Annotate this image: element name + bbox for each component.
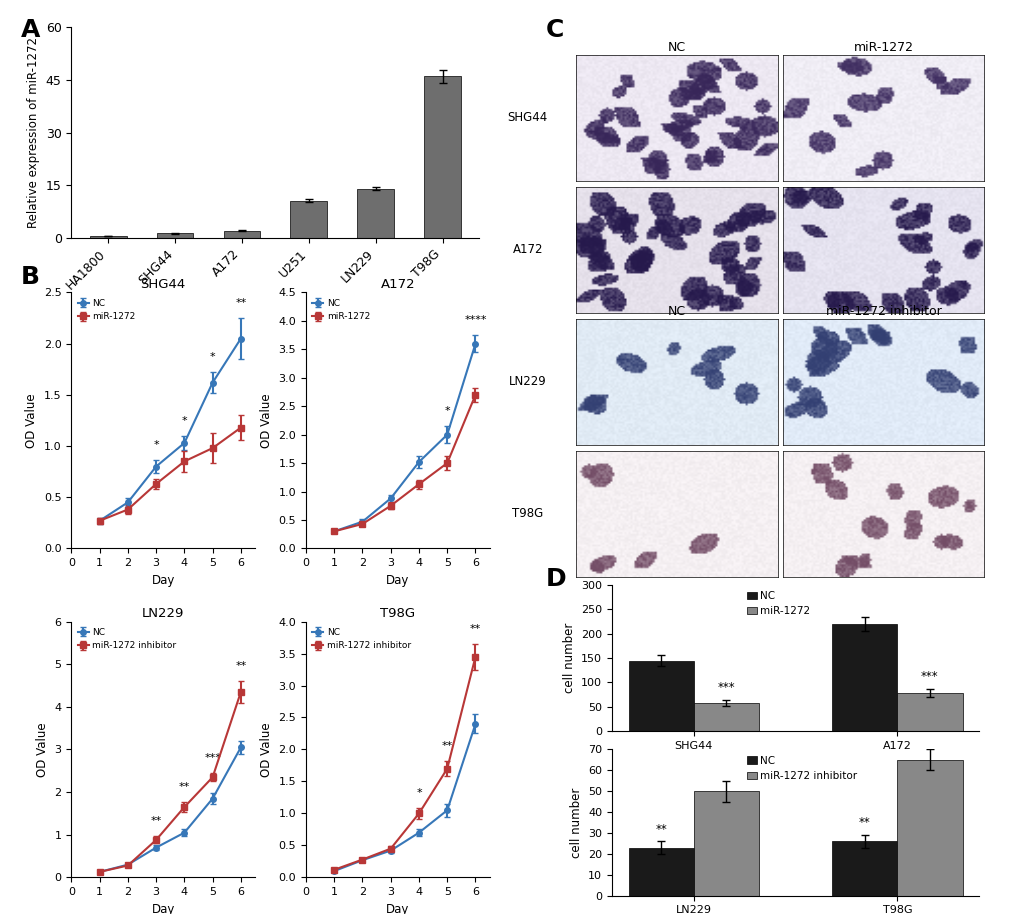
Bar — [90, 236, 126, 238]
Y-axis label: cell number: cell number — [562, 623, 575, 693]
X-axis label: Day: Day — [152, 574, 174, 587]
Text: A: A — [20, 18, 40, 42]
Text: **: ** — [235, 661, 247, 671]
Bar — [223, 230, 260, 238]
Y-axis label: Relative expression of miR-1272: Relative expression of miR-1272 — [28, 37, 40, 228]
Bar — [424, 77, 461, 238]
Title: A172: A172 — [380, 279, 415, 292]
Y-axis label: LN229: LN229 — [508, 376, 546, 388]
Legend: NC, miR-1272 inhibitor: NC, miR-1272 inhibitor — [310, 626, 413, 653]
Y-axis label: cell number: cell number — [569, 788, 582, 857]
Text: **: ** — [235, 298, 247, 308]
Bar — [628, 847, 693, 896]
Text: ***: *** — [204, 753, 221, 762]
Title: LN229: LN229 — [142, 608, 184, 621]
Text: *: * — [210, 352, 215, 362]
Text: **: ** — [470, 623, 481, 633]
Title: NC: NC — [667, 41, 686, 54]
Title: miR-1272 inhibitor: miR-1272 inhibitor — [825, 305, 941, 318]
Legend: NC, miR-1272: NC, miR-1272 — [75, 297, 138, 324]
Bar — [357, 188, 393, 238]
Title: T98G: T98G — [380, 608, 415, 621]
Bar — [832, 624, 897, 731]
Bar — [832, 842, 897, 896]
Text: *: * — [444, 406, 449, 416]
Text: **: ** — [178, 781, 190, 792]
Title: NC: NC — [667, 305, 686, 318]
Text: **: ** — [655, 823, 666, 835]
X-axis label: Day: Day — [152, 903, 174, 914]
Bar — [693, 792, 758, 896]
Y-axis label: T98G: T98G — [512, 507, 543, 520]
Text: ****: **** — [464, 315, 486, 324]
Title: miR-1272: miR-1272 — [853, 41, 913, 54]
X-axis label: Day: Day — [386, 903, 409, 914]
Y-axis label: OD Value: OD Value — [260, 393, 273, 448]
Y-axis label: OD Value: OD Value — [260, 722, 273, 777]
Y-axis label: OD Value: OD Value — [36, 722, 49, 777]
Bar — [157, 233, 194, 238]
Text: **: ** — [151, 816, 162, 826]
Legend: NC, miR-1272 inhibitor: NC, miR-1272 inhibitor — [75, 626, 178, 653]
Text: ***: *** — [920, 671, 937, 684]
Bar — [290, 201, 327, 238]
Text: ***: *** — [717, 681, 735, 694]
Legend: NC, miR-1272 inhibitor: NC, miR-1272 inhibitor — [745, 755, 858, 782]
Y-axis label: A172: A172 — [512, 243, 542, 256]
X-axis label: Day: Day — [386, 574, 409, 587]
Text: C: C — [545, 18, 564, 42]
Text: **: ** — [858, 816, 870, 829]
Legend: NC, miR-1272: NC, miR-1272 — [310, 297, 372, 324]
Bar — [628, 661, 693, 731]
Legend: NC, miR-1272: NC, miR-1272 — [745, 590, 811, 618]
Title: SHG44: SHG44 — [141, 279, 185, 292]
Bar — [693, 703, 758, 731]
Bar — [897, 760, 962, 896]
Text: *: * — [153, 441, 159, 450]
Text: D: D — [545, 567, 566, 590]
Text: B: B — [20, 265, 40, 289]
Text: **: ** — [441, 740, 452, 750]
Bar — [897, 693, 962, 731]
Text: *: * — [416, 788, 422, 798]
Y-axis label: OD Value: OD Value — [25, 393, 39, 448]
Y-axis label: SHG44: SHG44 — [507, 112, 547, 124]
Text: *: * — [181, 416, 187, 426]
